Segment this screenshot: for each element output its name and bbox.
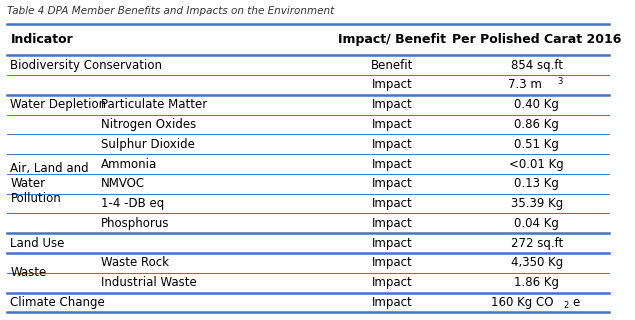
Text: 0.51 Kg: 0.51 Kg — [514, 138, 559, 151]
Text: 1-4 -DB eq: 1-4 -DB eq — [101, 197, 164, 210]
Text: Nitrogen Oxides: Nitrogen Oxides — [101, 118, 196, 131]
Text: 2: 2 — [563, 301, 568, 310]
Text: Air, Land and
Water
Pollution: Air, Land and Water Pollution — [10, 162, 89, 205]
Text: Particulate Matter: Particulate Matter — [101, 98, 208, 111]
Text: 0.86 Kg: 0.86 Kg — [514, 118, 559, 131]
Text: Impact: Impact — [372, 177, 413, 190]
Text: Per Polished Carat 2016: Per Polished Carat 2016 — [452, 33, 622, 46]
Text: Impact/ Benefit: Impact/ Benefit — [338, 33, 446, 46]
Text: Waste Rock: Waste Rock — [101, 256, 170, 269]
Text: 0.40 Kg: 0.40 Kg — [514, 98, 559, 111]
Text: 0.04 Kg: 0.04 Kg — [514, 217, 559, 230]
Text: Impact: Impact — [372, 276, 413, 289]
Text: 35.39 Kg: 35.39 Kg — [511, 197, 563, 210]
Text: Impact: Impact — [372, 256, 413, 269]
Text: 3: 3 — [557, 77, 563, 86]
Text: 160 Kg CO: 160 Kg CO — [491, 296, 553, 309]
Text: Impact: Impact — [372, 138, 413, 151]
Text: Impact: Impact — [372, 157, 413, 171]
Text: 272 sq.ft: 272 sq.ft — [511, 236, 563, 250]
Text: Impact: Impact — [372, 296, 413, 309]
Text: Impact: Impact — [372, 217, 413, 230]
Text: Impact: Impact — [372, 78, 413, 92]
Text: Benefit: Benefit — [371, 59, 413, 72]
Text: NMVOC: NMVOC — [101, 177, 145, 190]
Text: Impact: Impact — [372, 236, 413, 250]
Text: Indicator: Indicator — [10, 33, 73, 46]
Text: <0.01 Kg: <0.01 Kg — [509, 157, 565, 171]
Text: Land Use: Land Use — [10, 236, 65, 250]
Text: Climate Change: Climate Change — [10, 296, 105, 309]
Text: Table 4 DPA Member Benefits and Impacts on the Environment: Table 4 DPA Member Benefits and Impacts … — [8, 6, 335, 16]
Text: 7.3 m: 7.3 m — [508, 78, 542, 92]
Text: 1.86 Kg: 1.86 Kg — [514, 276, 559, 289]
Text: Impact: Impact — [372, 98, 413, 111]
Text: Sulphur Dioxide: Sulphur Dioxide — [101, 138, 195, 151]
Text: Waste: Waste — [10, 266, 46, 279]
Text: e: e — [572, 296, 580, 309]
Text: 0.13 Kg: 0.13 Kg — [514, 177, 559, 190]
Text: Impact: Impact — [372, 197, 413, 210]
Text: Biodiversity Conservation: Biodiversity Conservation — [10, 59, 163, 72]
Text: Ammonia: Ammonia — [101, 157, 157, 171]
Text: 854 sq.ft: 854 sq.ft — [511, 59, 563, 72]
Text: Industrial Waste: Industrial Waste — [101, 276, 197, 289]
Text: Impact: Impact — [372, 118, 413, 131]
Text: Water Depletion: Water Depletion — [10, 98, 107, 111]
Text: Phosphorus: Phosphorus — [101, 217, 170, 230]
Text: 4,350 Kg: 4,350 Kg — [511, 256, 563, 269]
